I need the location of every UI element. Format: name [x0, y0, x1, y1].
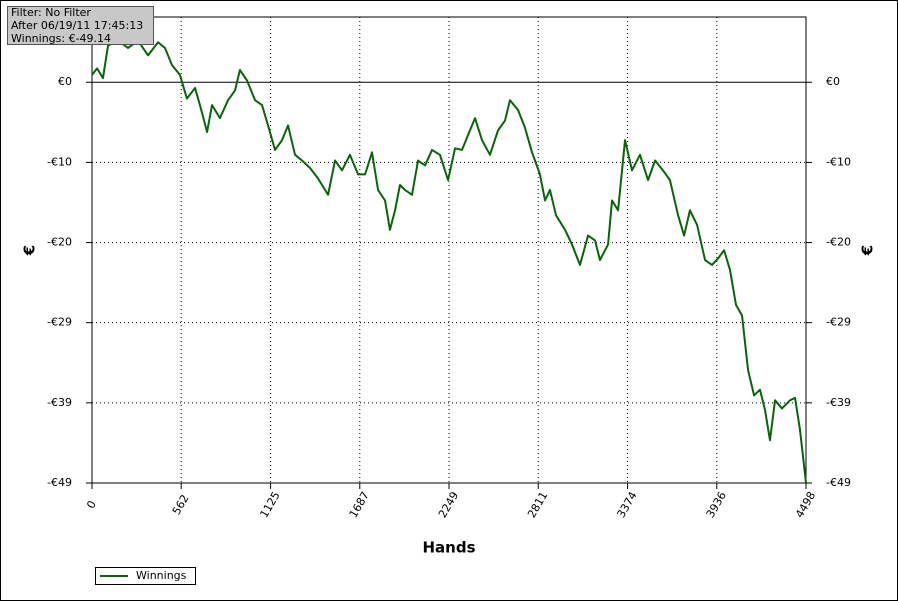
info-background	[7, 6, 154, 45]
info-text: After 06/19/11 17:45:13	[11, 19, 143, 32]
y-tick-label: -€10	[47, 155, 72, 168]
y-tick-label: -€49	[47, 476, 72, 489]
y-axis-label: €	[21, 245, 39, 256]
x-axis-label: Hands	[422, 539, 475, 557]
y2-tick-label: -€49	[826, 476, 851, 489]
y2-axis-label: €	[859, 245, 877, 256]
info-text: Filter: No Filter	[11, 6, 91, 19]
series-line	[91, 39, 807, 484]
y2-tick-label: €0	[826, 75, 840, 88]
y2-tick-label: -€20	[826, 236, 851, 249]
y-tick-label: -€39	[47, 396, 72, 409]
info-text: Winnings: €-49.14	[11, 32, 111, 45]
y2-tick-label: -€29	[826, 316, 851, 329]
y2-tick-label: -€39	[826, 396, 851, 409]
legend	[95, 567, 196, 585]
y2-tick-label: -€10	[826, 155, 851, 168]
legend-label: Winnings	[136, 569, 187, 582]
y-tick-label: -€29	[47, 316, 72, 329]
y-tick-label: -€20	[47, 236, 72, 249]
y-tick-label: €0	[58, 75, 72, 88]
info-box: Filter: No Filter After 06/19/11 17:45:1…	[7, 6, 154, 45]
